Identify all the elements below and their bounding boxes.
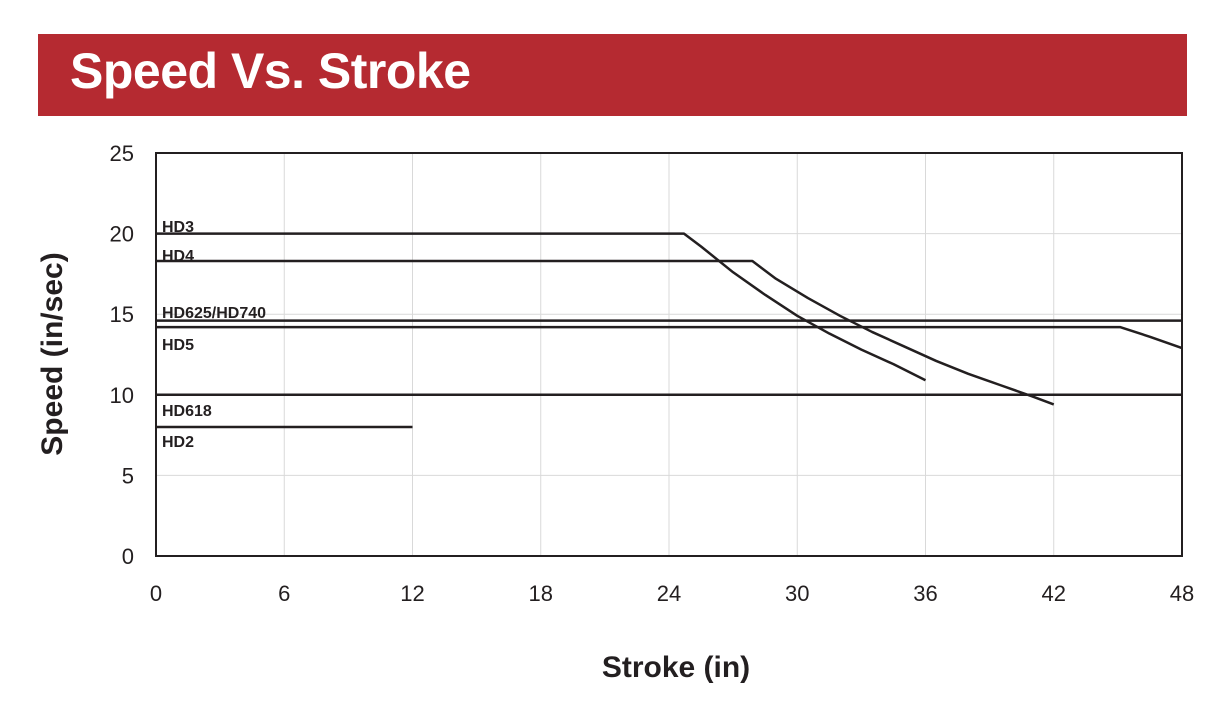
series-label-hd2: HD2 xyxy=(162,434,194,451)
x-tick-label: 6 xyxy=(278,581,290,606)
y-tick-label: 10 xyxy=(110,383,134,408)
x-tick-label: 12 xyxy=(400,581,424,606)
x-axis-title: Stroke (in) xyxy=(602,651,750,684)
grid-lines xyxy=(156,153,1182,556)
y-tick-label: 20 xyxy=(110,222,134,247)
y-tick-label: 5 xyxy=(122,463,134,488)
x-tick-label: 24 xyxy=(657,581,681,606)
series-line-hd5 xyxy=(156,325,1183,350)
series-line-hd4 xyxy=(156,259,1055,406)
series-label-hd5: HD5 xyxy=(162,337,194,354)
x-tick-label: 48 xyxy=(1170,581,1194,606)
series-lines xyxy=(156,232,1183,429)
series-line-hd3 xyxy=(156,232,927,382)
series-label-hd4: HD4 xyxy=(162,248,194,265)
page-title: Speed Vs. Stroke xyxy=(70,43,471,99)
y-axis-title: Speed (in/sec) xyxy=(36,252,69,455)
x-tick-label: 42 xyxy=(1042,581,1066,606)
tick-labels: 0 6 12 18 24 30 36 42 48 0 5 10 15 20 25 xyxy=(110,141,1195,606)
y-tick-label: 0 xyxy=(122,544,134,569)
x-tick-label: 30 xyxy=(785,581,809,606)
x-tick-label: 18 xyxy=(529,581,553,606)
x-tick-label: 36 xyxy=(913,581,937,606)
series-label-hd618: HD618 xyxy=(162,403,212,420)
plot-frame xyxy=(155,152,1183,557)
series-label-hd625-hd740: HD625/HD740 xyxy=(162,305,266,322)
series-labels: HD3 HD4 HD625/HD740 HD5 HD618 HD2 xyxy=(162,219,266,451)
y-tick-label: 15 xyxy=(110,302,134,327)
x-tick-label: 0 xyxy=(150,581,162,606)
y-tick-label: 25 xyxy=(110,141,134,166)
series-label-hd3: HD3 xyxy=(162,219,194,236)
title-banner: Speed Vs. Stroke xyxy=(38,34,1187,116)
